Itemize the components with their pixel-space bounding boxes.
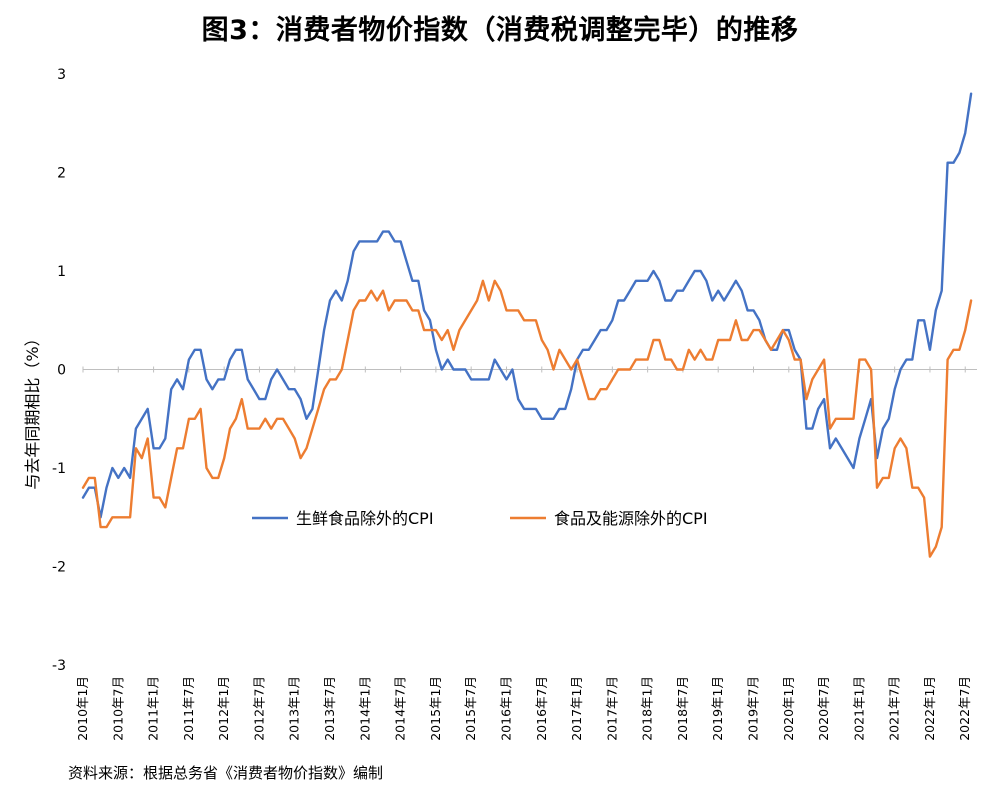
x-tick-label: 2018年1月	[640, 676, 655, 741]
x-tick-label: 2015年1月	[428, 676, 443, 741]
y-tick-label: -3	[52, 658, 66, 674]
x-tick-label: 2021年7月	[887, 676, 902, 741]
y-tick-label: -2	[52, 560, 66, 576]
y-tick-label: 0	[57, 363, 66, 379]
y-tick-label: 1	[57, 264, 66, 280]
x-tick-label: 2014年7月	[393, 676, 408, 741]
x-tick-label: 2019年1月	[710, 676, 725, 741]
x-tick-label: 2013年1月	[287, 676, 302, 741]
x-tick-label: 2022年1月	[922, 676, 937, 741]
x-tick-label: 2014年1月	[357, 676, 372, 741]
series-line-2	[81, 279, 973, 558]
legend-label-2: 食品及能源除外的CPI	[554, 509, 708, 528]
x-tick-label: 2011年7月	[181, 676, 196, 741]
y-tick-label: 3	[57, 67, 66, 83]
x-tick-label: 2016年1月	[498, 676, 513, 741]
y-axis-ticks: 3 2 1 0 -1 -2 -3	[52, 67, 66, 674]
series-lines	[81, 92, 973, 558]
x-tick-label: 2012年1月	[216, 676, 231, 741]
x-tick-label: 2012年7月	[251, 676, 266, 741]
series-line-1	[81, 92, 973, 519]
source-note: 资料来源：根据总务省《消费者物价指数》编制	[68, 764, 384, 782]
x-tick-label: 2010年7月	[110, 676, 125, 741]
x-tick-label: 2017年1月	[569, 676, 584, 741]
y-axis-label: 与去年同期相比（%）	[23, 330, 42, 489]
x-tick-label: 2016年7月	[534, 676, 549, 741]
x-tick-label: 2015年7月	[463, 676, 478, 741]
legend-label-1: 生鲜食品除外的CPI	[296, 509, 434, 528]
x-tick-label: 2019年7月	[746, 676, 761, 741]
legend: 生鲜食品除外的CPI 食品及能源除外的CPI	[252, 509, 708, 528]
x-tick-label: 2011年1月	[146, 676, 161, 741]
x-tick-label: 2017年7月	[604, 676, 619, 741]
y-tick-label: 2	[57, 166, 66, 182]
x-tick-label: 2020年7月	[816, 676, 831, 741]
chart-title: 图3：消费者物价指数（消费税调整完毕）的推移	[201, 15, 799, 46]
x-tick-label: 2020年1月	[781, 676, 796, 741]
x-tick-label: 2010年1月	[75, 676, 90, 741]
x-tick-label: 2021年1月	[851, 676, 866, 741]
y-tick-label: -1	[52, 461, 66, 477]
x-tick-label: 2018年7月	[675, 676, 690, 741]
x-tick-label: 2022年7月	[957, 676, 972, 741]
x-axis-ticks: 2010年1月 2010年7月 2011年1月 2011年7月 2012年1月 2012年…	[75, 366, 972, 741]
x-tick-label: 2013年7月	[322, 676, 337, 741]
